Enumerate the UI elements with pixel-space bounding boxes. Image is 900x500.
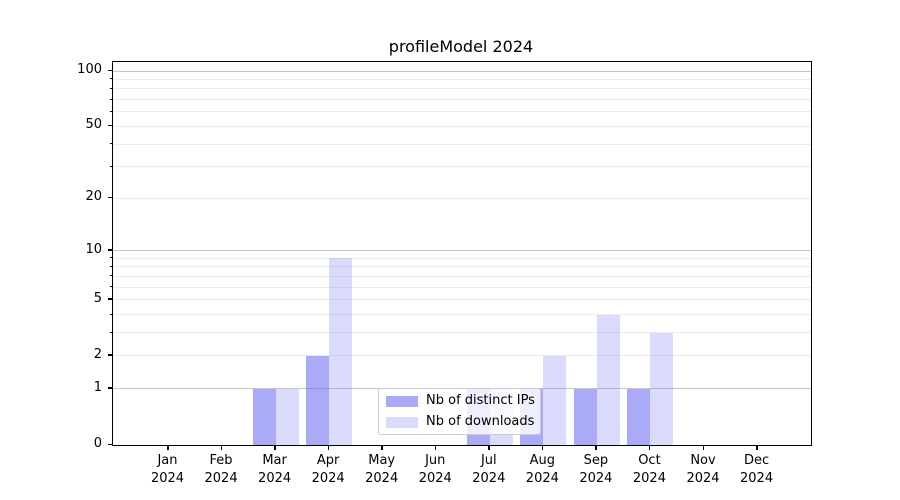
y-minor-tick xyxy=(109,286,112,288)
x-tick-label: Jul 2024 xyxy=(472,453,506,486)
y-gridline-minor xyxy=(113,125,811,127)
y-gridline-minor xyxy=(113,355,811,357)
y-gridline-minor xyxy=(113,88,811,90)
x-tick-label: Oct 2024 xyxy=(632,453,666,486)
x-tick-label: Feb 2024 xyxy=(204,453,238,486)
x-tick xyxy=(274,445,276,450)
legend-swatch-distinct-ips xyxy=(386,395,418,407)
plot-area xyxy=(112,61,812,446)
y-gridline-minor xyxy=(113,99,811,101)
y-minor-tick xyxy=(109,265,112,267)
legend-label-downloads: Nb of downloads xyxy=(426,414,535,429)
y-gridline-minor xyxy=(113,166,811,168)
x-tick-label: Aug 2024 xyxy=(525,453,559,486)
x-tick xyxy=(648,445,651,450)
x-tick xyxy=(541,445,544,450)
legend-label-distinct-ips: Nb of distinct IPs xyxy=(426,393,535,408)
y-tick-label: 5 xyxy=(93,290,102,306)
y-minor-tick xyxy=(109,110,112,112)
y-tick xyxy=(108,124,112,127)
y-gridline-minor xyxy=(113,332,811,334)
y-gridline-minor xyxy=(113,143,811,145)
y-tick-label: 50 xyxy=(85,117,102,133)
y-tick-label: 1 xyxy=(93,379,102,395)
y-gridline-minor xyxy=(113,299,811,301)
y-minor-tick xyxy=(109,165,112,167)
bar-distinct-ips xyxy=(573,388,597,445)
y-gridline-minor xyxy=(113,257,811,259)
y-gridline-minor xyxy=(113,286,811,288)
chart-title: profileModel 2024 xyxy=(388,37,534,56)
y-tick xyxy=(108,69,112,71)
y-minor-tick xyxy=(109,143,112,145)
bar-distinct-ips xyxy=(306,355,330,445)
x-tick-label: Sep 2024 xyxy=(579,453,613,486)
y-gridline-major xyxy=(113,70,811,72)
x-tick xyxy=(595,445,597,450)
x-tick xyxy=(756,445,758,450)
y-tick-label: 20 xyxy=(85,189,102,205)
bar-downloads xyxy=(275,388,299,445)
y-gridline-minor xyxy=(113,275,811,277)
legend-swatch-downloads xyxy=(386,416,418,428)
x-tick-label: May 2024 xyxy=(365,453,399,486)
x-tick xyxy=(702,445,704,450)
y-tick-label: 100 xyxy=(77,62,102,77)
x-tick xyxy=(488,445,490,450)
y-tick-label: 0 xyxy=(93,436,102,451)
y-gridline-minor xyxy=(113,314,811,316)
y-gridline-minor xyxy=(113,197,811,199)
y-tick-label: 2 xyxy=(93,346,102,362)
y-minor-tick xyxy=(109,257,112,259)
x-tick xyxy=(220,445,223,450)
x-tick-label: Jun 2024 xyxy=(418,453,452,486)
x-tick-label: Dec 2024 xyxy=(740,453,774,486)
x-tick-label: Apr 2024 xyxy=(311,453,345,486)
y-minor-tick xyxy=(109,78,112,80)
y-tick xyxy=(108,354,112,356)
x-tick xyxy=(327,445,330,450)
y-tick xyxy=(108,298,112,300)
legend-entry-downloads: Nb of downloads xyxy=(386,414,535,430)
y-gridline-minor xyxy=(113,111,811,113)
y-minor-tick xyxy=(109,98,112,100)
legend-entry-distinct-ips: Nb of distinct IPs xyxy=(386,393,535,409)
bar-downloads xyxy=(650,332,674,445)
legend: Nb of distinct IPs Nb of downloads xyxy=(378,388,541,435)
x-tick-label: Jan 2024 xyxy=(150,453,185,486)
x-tick-label: Mar 2024 xyxy=(258,453,292,486)
bar-distinct-ips xyxy=(627,388,651,445)
y-tick xyxy=(108,196,112,199)
y-gridline-minor xyxy=(113,78,811,80)
x-tick xyxy=(434,445,437,450)
bar-downloads xyxy=(543,355,567,445)
y-minor-tick xyxy=(109,331,112,333)
y-tick xyxy=(108,249,112,251)
y-tick xyxy=(108,387,112,389)
y-gridline-major xyxy=(113,250,811,252)
bar-distinct-ips xyxy=(252,388,276,445)
y-tick-label: 10 xyxy=(85,241,102,257)
bar-downloads xyxy=(329,258,353,445)
y-gridline-minor xyxy=(113,266,811,268)
y-minor-tick xyxy=(109,313,112,315)
y-tick xyxy=(108,443,112,445)
y-minor-tick xyxy=(109,87,112,89)
bar-downloads xyxy=(596,314,620,445)
y-minor-tick xyxy=(109,275,112,277)
x-tick-label: Nov 2024 xyxy=(686,453,720,486)
x-tick xyxy=(167,445,169,450)
x-tick xyxy=(381,445,383,450)
